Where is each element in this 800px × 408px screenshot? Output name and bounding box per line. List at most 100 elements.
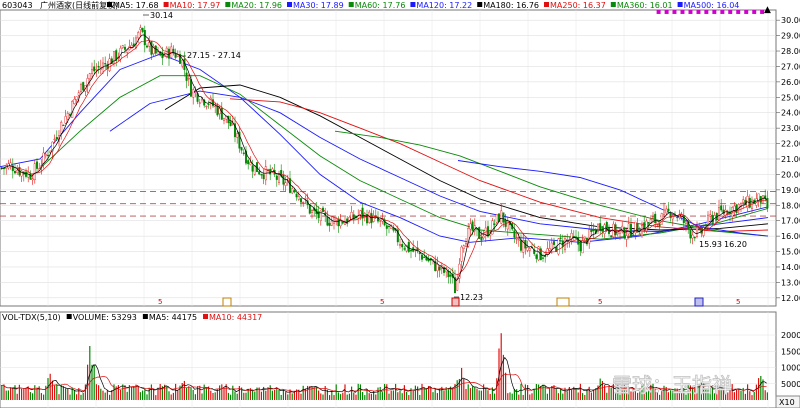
price-tick-label: 20.00 bbox=[781, 170, 800, 179]
candle-body bbox=[418, 252, 421, 255]
volume-tick-label: 15000 bbox=[781, 347, 800, 356]
candle-body bbox=[649, 219, 652, 225]
legend-swatch bbox=[677, 2, 683, 7]
candle-body bbox=[295, 193, 298, 198]
price-tick-label: 21.00 bbox=[781, 155, 800, 164]
candle-body bbox=[60, 121, 63, 134]
annotation-range: 27.15 - 27.14 bbox=[187, 51, 241, 60]
candle-body bbox=[207, 103, 210, 106]
candle-body bbox=[634, 221, 637, 234]
candle-body bbox=[20, 170, 23, 177]
candle-body bbox=[42, 152, 45, 164]
candle-body bbox=[480, 236, 483, 241]
candle-body bbox=[676, 216, 679, 219]
candle-body bbox=[346, 218, 349, 224]
candle-body bbox=[526, 247, 529, 251]
candle-body bbox=[614, 224, 617, 236]
candle-body bbox=[297, 196, 300, 200]
candle-body bbox=[236, 133, 239, 138]
candle-body bbox=[471, 221, 474, 231]
candle-body bbox=[383, 220, 386, 226]
ma-line-ma250 bbox=[229, 98, 769, 232]
volume-legend-item: VOLUME: 53293 bbox=[73, 313, 137, 322]
candle-body bbox=[152, 46, 155, 55]
candle-body bbox=[691, 234, 694, 239]
marker-5-icon: 5 bbox=[598, 298, 602, 306]
candle-body bbox=[656, 221, 659, 224]
candle-body bbox=[229, 121, 232, 127]
candle-body bbox=[161, 52, 164, 59]
price-tick-label: 26.00 bbox=[781, 78, 800, 87]
candle-body bbox=[66, 113, 69, 120]
ma-legend-item: MA500: 16.04 bbox=[684, 1, 740, 10]
chart-annotations: 30.14 27.15 - 27.14 12.23 15.93 16.20 bbox=[143, 11, 747, 302]
candle-body bbox=[443, 266, 446, 273]
candle-body bbox=[308, 204, 311, 214]
candle-body bbox=[403, 248, 406, 250]
candle-body bbox=[328, 222, 331, 226]
candle-body bbox=[605, 222, 608, 231]
candle-body bbox=[513, 230, 516, 238]
candle-body bbox=[550, 242, 553, 250]
ma-legend: MA5: 17.68 MA10: 17.97 MA20: 17.96 MA30: 17… bbox=[107, 1, 739, 10]
candle-body bbox=[97, 65, 100, 68]
volume-legend-item: MA5: 44175 bbox=[149, 313, 197, 322]
candle-body bbox=[90, 69, 93, 74]
scroll-up-icon[interactable]: ▲ bbox=[764, 5, 771, 15]
ma-legend-item: MA30: 17.89 bbox=[293, 1, 344, 10]
legend-swatch bbox=[107, 2, 112, 7]
candle-body bbox=[247, 160, 250, 165]
zoom-factor-label[interactable]: X10 bbox=[779, 398, 795, 407]
candle-body bbox=[233, 123, 236, 138]
candle-body bbox=[258, 171, 261, 175]
candle-body bbox=[64, 116, 67, 124]
price-tick-label: 19.00 bbox=[781, 186, 800, 195]
candle-body bbox=[632, 234, 635, 236]
candle-body bbox=[291, 188, 294, 194]
candle-body bbox=[192, 89, 195, 98]
candle-body bbox=[592, 228, 595, 232]
candle-body bbox=[610, 235, 613, 238]
watermark: 雪球：玉指禅 bbox=[612, 373, 732, 397]
candle-body bbox=[557, 238, 560, 255]
legend-swatch bbox=[477, 2, 483, 7]
candlesticks bbox=[0, 24, 769, 294]
candle-body bbox=[399, 244, 402, 246]
candle-body bbox=[762, 195, 765, 204]
candle-body bbox=[115, 50, 118, 61]
candle-body bbox=[748, 197, 751, 208]
candle-body bbox=[740, 203, 743, 207]
candle-body bbox=[548, 248, 551, 251]
candle-body bbox=[643, 222, 646, 230]
candle-body bbox=[211, 99, 214, 107]
marker-5-icon: 5 bbox=[380, 298, 384, 306]
candle-body bbox=[583, 236, 586, 239]
candle-body bbox=[216, 105, 219, 116]
legend-swatch bbox=[225, 2, 231, 7]
candle-body bbox=[495, 214, 498, 223]
price-tick-label: 25.00 bbox=[781, 93, 800, 102]
candle-body bbox=[447, 270, 450, 278]
candle-body bbox=[278, 173, 281, 183]
candle-body bbox=[500, 210, 503, 224]
ma-line-ma10 bbox=[1, 39, 767, 275]
candle-body bbox=[711, 214, 714, 223]
price-tick-label: 13.00 bbox=[781, 278, 800, 287]
candle-body bbox=[249, 162, 252, 165]
candle-body bbox=[517, 239, 520, 242]
candle-body bbox=[148, 42, 151, 47]
volume-ma10-line bbox=[0, 373, 767, 393]
price-header: 603043 广州酒家(日线前复权) MA5: 17.68 MA10: 17.97… bbox=[2, 0, 739, 10]
price-tick-label: 14.00 bbox=[781, 263, 800, 272]
candle-body bbox=[112, 51, 115, 64]
volume-ma5-line bbox=[0, 356, 767, 393]
candle-body bbox=[669, 213, 672, 218]
candle-body bbox=[535, 254, 538, 259]
candle-body bbox=[44, 154, 47, 157]
candle-body bbox=[181, 59, 184, 67]
candle-body bbox=[36, 161, 39, 169]
candle-body bbox=[372, 215, 375, 222]
annotation-low2b: 16.20 bbox=[724, 240, 747, 249]
volume-axis-ticks: 5000 10000 15000 20000 bbox=[781, 331, 800, 389]
